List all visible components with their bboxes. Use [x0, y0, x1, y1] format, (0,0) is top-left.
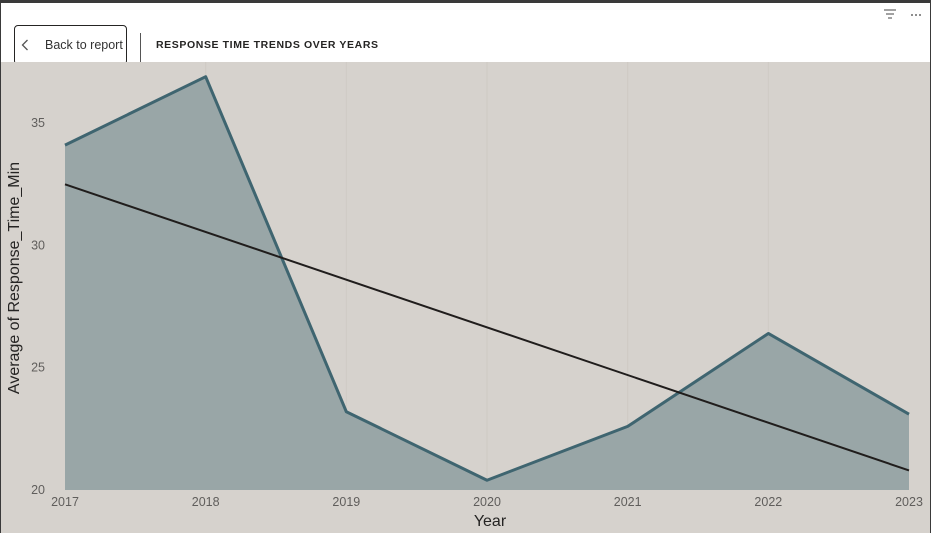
y-tick-label: 30 — [31, 238, 45, 252]
y-tick-label: 20 — [31, 483, 45, 497]
y-axis-ticks: 20 25 30 35 — [31, 116, 45, 497]
x-axis-ticks: 2017 2018 2019 2020 2021 2022 2023 — [51, 495, 923, 509]
area-chart: 20 25 30 35 2017 2018 2019 2020 2021 2022 2023 Ye… — [1, 62, 930, 533]
back-to-report-button[interactable]: Back to report — [14, 25, 127, 65]
back-to-report-label: Back to report — [45, 38, 123, 52]
more-options-icon[interactable] — [910, 13, 922, 17]
x-tick-label: 2019 — [332, 495, 360, 509]
y-axis-title: Average of Response_Time_Min — [6, 162, 23, 394]
chart-area: 20 25 30 35 2017 2018 2019 2020 2021 2022 2023 Ye… — [1, 62, 930, 533]
y-tick-label: 35 — [31, 116, 45, 130]
x-tick-label: 2020 — [473, 495, 501, 509]
x-tick-label: 2018 — [192, 495, 220, 509]
x-tick-label: 2021 — [614, 495, 642, 509]
x-tick-label: 2023 — [895, 495, 923, 509]
header-divider — [140, 33, 141, 63]
x-tick-label: 2022 — [754, 495, 782, 509]
trend-line — [64, 183, 910, 472]
series-line — [64, 75, 910, 482]
x-tick-label: 2017 — [51, 495, 79, 509]
y-tick-label: 25 — [31, 361, 45, 375]
visual-header-icons — [884, 9, 922, 20]
chevron-left-icon — [21, 39, 43, 51]
series-area — [65, 76, 909, 490]
x-axis-title: Year — [474, 513, 507, 530]
page-title: RESPONSE TIME TRENDS OVER YEARS — [156, 39, 379, 51]
filter-icon[interactable] — [884, 9, 896, 20]
